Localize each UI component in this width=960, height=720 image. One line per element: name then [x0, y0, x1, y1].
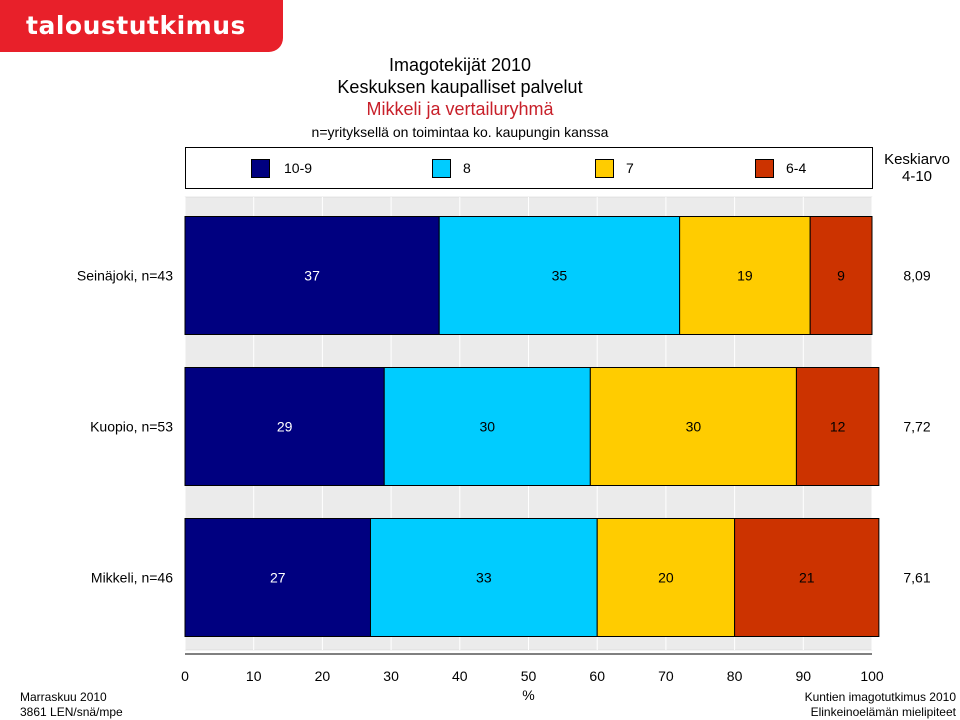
legend-swatch-7	[595, 159, 614, 178]
x-tick-label-100: 100	[860, 668, 884, 684]
chart-subtitle: Keskuksen kaupalliset palvelut	[337, 77, 583, 97]
x-tick-label-50: 50	[521, 668, 537, 684]
x-tick-label-70: 70	[658, 668, 674, 684]
legend-swatch-10-9	[251, 159, 270, 178]
chart-titles: Imagotekijät 2010 Keskuksen kaupalliset …	[0, 54, 940, 142]
category-label-1: Kuopio, n=53	[90, 419, 173, 435]
bar-0-0	[184, 216, 440, 335]
bar-label-0-0: 37	[304, 268, 320, 284]
x-tick-label-80: 80	[727, 668, 743, 684]
average-header-line1: Keskiarvo	[884, 151, 950, 168]
category-label-0: Seinäjoki, n=43	[77, 268, 173, 284]
bar-label-0-3: 9	[837, 268, 845, 284]
bar-0-3	[809, 216, 873, 335]
footer-study: Kuntien imagotutkimus 2010	[804, 690, 956, 704]
average-value-1: 7,72	[903, 419, 930, 435]
bar-1-3	[795, 367, 880, 486]
bar-2-1	[369, 518, 598, 637]
bar-2-2	[596, 518, 736, 637]
average-value-0: 8,09	[903, 268, 930, 284]
bar-label-2-0: 27	[270, 570, 286, 586]
bar-label-1-2: 30	[686, 419, 702, 435]
bar-label-2-2: 20	[658, 570, 674, 586]
legend-label-10-9: 10-9	[284, 160, 313, 176]
bar-0-1	[438, 216, 681, 335]
average-value-2: 7,61	[903, 570, 930, 586]
x-tick-label-40: 40	[452, 668, 468, 684]
legend-label-7: 7	[626, 160, 634, 176]
x-tick-label-60: 60	[589, 668, 605, 684]
average-header: Keskiarvo 4-10	[872, 151, 960, 185]
category-label-2: Mikkeli, n=46	[91, 570, 173, 586]
bar-label-2-1: 33	[476, 570, 492, 586]
chart-subtitle-2: Mikkeli ja vertailuryhmä	[366, 99, 554, 119]
legend-label-6-4: 6-4	[786, 160, 807, 176]
average-header-line2: 4-10	[901, 168, 933, 185]
bar-2-3	[734, 518, 880, 637]
x-tick-label-90: 90	[796, 668, 812, 684]
chart-legend: 10-9 8 7 6-4	[185, 147, 873, 189]
x-tick-label-20: 20	[315, 668, 331, 684]
x-tick-label-0: 0	[181, 668, 189, 684]
bar-1-2	[589, 367, 797, 486]
bar-label-1-1: 30	[479, 419, 495, 435]
chart-note: n=yrityksellä on toimintaa ko. kaupungin…	[311, 124, 609, 140]
bar-label-1-0: 29	[277, 419, 293, 435]
legend-label-8: 8	[463, 160, 471, 176]
bar-1-1	[383, 367, 591, 486]
x-tick-label-30: 30	[383, 668, 399, 684]
bar-label-0-2: 19	[737, 268, 753, 284]
x-axis-label: %	[522, 687, 534, 703]
footer-date: Marraskuu 2010	[20, 690, 107, 704]
footer-code: 3861 LEN/snä/mpe	[20, 705, 123, 719]
x-tick-label-10: 10	[246, 668, 262, 684]
bar-2-0	[184, 518, 371, 637]
company-logo: taloustutkimus oy	[0, 0, 283, 92]
legend-swatch-8	[432, 159, 451, 178]
bar-1-0	[184, 367, 385, 486]
footer-subtitle: Elinkeinoelämän mielipiteet	[810, 705, 956, 719]
legend-swatch-6-4	[755, 159, 774, 178]
bar-label-0-1: 35	[552, 268, 568, 284]
bar-label-1-3: 12	[830, 419, 846, 435]
bar-label-2-3: 21	[799, 570, 815, 586]
chart-title: Imagotekijät 2010	[388, 55, 532, 75]
